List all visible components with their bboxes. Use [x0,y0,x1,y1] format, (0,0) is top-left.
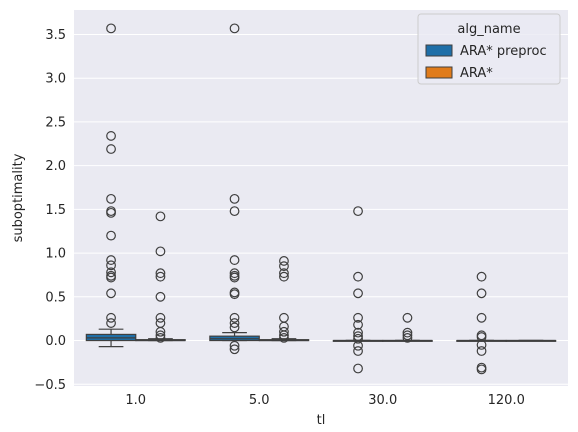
outlier-point [106,260,116,271]
outlier-point [229,270,240,281]
outlier-point [279,256,289,266]
outlier-point [229,206,240,217]
y-axis-label: suboptimality [11,153,26,242]
outlier-point [106,206,116,217]
outlier-point [229,193,240,204]
y-tick-label: 3.0 [45,72,66,87]
legend-frame [417,13,561,85]
box-group [456,271,507,375]
outlier-point [353,288,363,299]
outlier-point [106,312,116,323]
outlier-point [353,333,363,344]
outlier-point [402,312,413,323]
outlier-point [353,319,363,330]
outlier-point [353,206,363,217]
x-tick-label: 5.0 [249,393,270,408]
outlier-point [155,271,166,282]
outlier-point [229,268,240,279]
outlier-point [106,270,116,281]
outlier-point [476,271,487,282]
outlier-point [155,211,166,222]
outlier-point [106,288,116,299]
outlier-point [476,288,487,299]
x-tick-label: 30.0 [368,393,397,408]
outlier-point [155,318,166,328]
legend-title: alg_name [457,22,520,37]
y-tick-label: 1.5 [45,203,66,218]
y-tick-label: 1.0 [45,247,66,262]
y-tick-label: 0.0 [45,334,66,349]
outlier-point [353,312,363,323]
legend-label: ARA* [460,66,493,81]
outlier-point [402,327,413,338]
box-layer [85,23,557,375]
x-axis-label: tl [317,413,326,428]
outlier-point [106,318,116,328]
outlier-point [353,271,363,282]
outlier-point [353,327,363,338]
box-group [209,23,260,355]
y-tick-labels: −0.5 0.0 0.5 1.0 1.5 2.0 2.5 3.0 3.5 [34,28,66,393]
y-tick-label: 2.5 [45,115,66,130]
box-group [382,312,433,343]
outlier-point [229,344,240,355]
outlier-point [229,322,240,333]
outlier-point [155,291,166,302]
outlier-point [155,312,166,323]
outlier-point [279,268,289,279]
x-tick-label: 1.0 [125,393,146,408]
y-tick-label: −0.5 [34,378,66,393]
outlier-point [279,271,289,282]
outlier-point [229,340,240,351]
y-tick-label: 3.5 [45,28,66,43]
outlier-point [106,230,116,241]
outlier-point [229,287,240,298]
outlier-point [476,346,487,356]
outlier-point [155,268,166,279]
outlier-point [402,330,413,341]
box-group [85,23,137,348]
y-tick-label: 0.5 [45,290,66,305]
outlier-point [106,131,116,141]
legend-swatch [425,66,453,79]
outlier-point [229,312,240,323]
outlier-point [476,362,487,373]
outlier-point [279,326,289,337]
legend-swatch [425,44,453,57]
outlier-point [106,193,116,204]
outlier-point [402,333,413,343]
box-group [332,206,384,374]
outlier-point [106,144,116,154]
outlier-point [279,333,289,343]
outlier-point [279,312,289,323]
outlier-point [279,261,289,272]
legend: alg_name ARA* preproc ARA* [417,13,561,85]
outlier-point [476,340,487,350]
outlier-point [353,331,363,342]
legend-label: ARA* preproc [460,44,547,59]
y-tick-label: 2.0 [45,159,66,174]
box-group [258,256,310,343]
outlier-point [229,318,240,328]
outlier-point [106,267,116,278]
outlier-point [106,255,116,265]
outlier-point [229,23,240,34]
outlier-point [155,333,166,343]
outlier-point [353,363,363,374]
outlier-point [155,330,166,341]
outlier-point [476,330,487,341]
outlier-point [155,246,166,257]
outlier-point [229,255,240,265]
outlier-point [353,340,363,351]
outlier-point [353,346,363,356]
outlier-point [476,312,487,323]
x-tick-labels: 1.0 5.0 30.0 120.0 [125,393,524,408]
box-group [505,339,557,342]
x-tick-label: 120.0 [488,393,525,408]
outlier-point [106,23,116,34]
box-group [135,211,186,343]
